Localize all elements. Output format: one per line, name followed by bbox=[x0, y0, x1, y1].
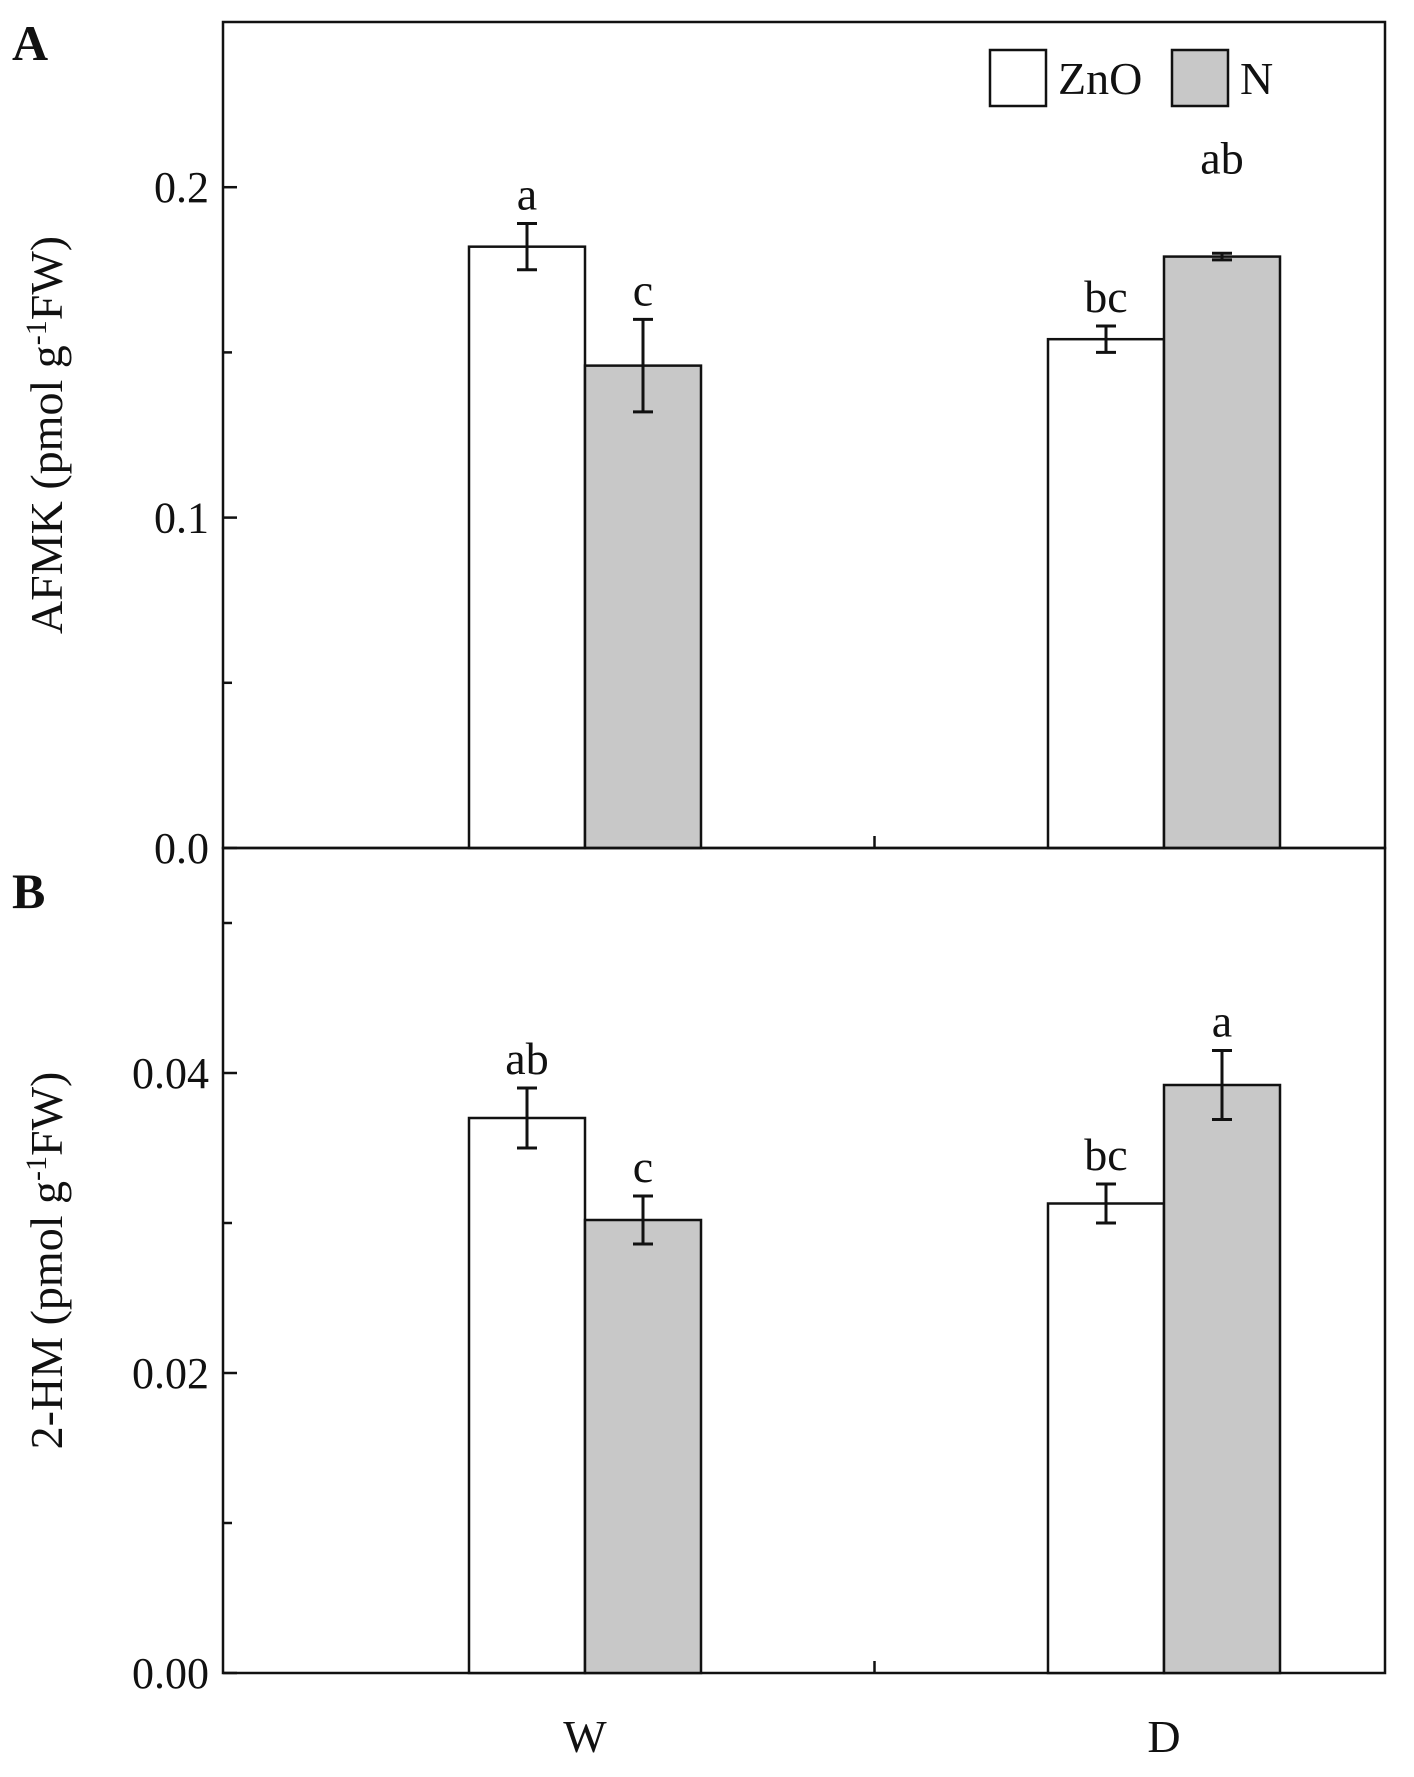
significance-letter: c bbox=[633, 264, 653, 315]
significance-letter: a bbox=[517, 169, 537, 220]
y-tick-label: 0.02 bbox=[132, 1349, 209, 1398]
legend-swatch-N bbox=[1170, 48, 1230, 108]
bar-B-N-W bbox=[583, 1218, 703, 1675]
bar-A-N-W bbox=[583, 364, 703, 850]
y-axis-title-B: 2-HM (pmol g-1FW) bbox=[20, 1072, 73, 1450]
panel-letter-A: A bbox=[12, 15, 48, 71]
bar-A-ZnO-D bbox=[1046, 337, 1166, 850]
x-category-label: W bbox=[563, 1711, 607, 1762]
legend-label-ZnO: ZnO bbox=[1058, 53, 1142, 104]
y-tick-label: 0.1 bbox=[154, 494, 209, 543]
significance-letter: bc bbox=[1084, 1129, 1127, 1180]
bar-B-ZnO-W bbox=[467, 1116, 587, 1675]
bar-B-N-D bbox=[1162, 1083, 1282, 1675]
significance-letter: bc bbox=[1084, 271, 1127, 322]
bar-A-ZnO-W bbox=[467, 245, 587, 850]
bar-A-N-D bbox=[1162, 255, 1282, 850]
y-tick-label: 0.00 bbox=[132, 1649, 209, 1698]
y-axis-title-A: AFMK (pmol g-1FW) bbox=[20, 236, 73, 634]
significance-letter: ab bbox=[1200, 132, 1243, 183]
y-tick-label: 0.04 bbox=[132, 1049, 209, 1098]
legend-swatch-ZnO bbox=[988, 48, 1048, 108]
significance-letter: c bbox=[633, 1141, 653, 1192]
bar-B-ZnO-D bbox=[1046, 1202, 1166, 1675]
significance-letter: a bbox=[1212, 996, 1232, 1047]
y-tick-label: 0.0 bbox=[154, 824, 209, 873]
y-tick-label: 0.2 bbox=[154, 163, 209, 212]
plot-frame-B bbox=[221, 846, 1387, 1675]
significance-letter: ab bbox=[505, 1033, 548, 1084]
legend-label-N: N bbox=[1240, 53, 1273, 104]
panel-letter-B: B bbox=[12, 863, 45, 919]
x-category-label: D bbox=[1147, 1711, 1180, 1762]
